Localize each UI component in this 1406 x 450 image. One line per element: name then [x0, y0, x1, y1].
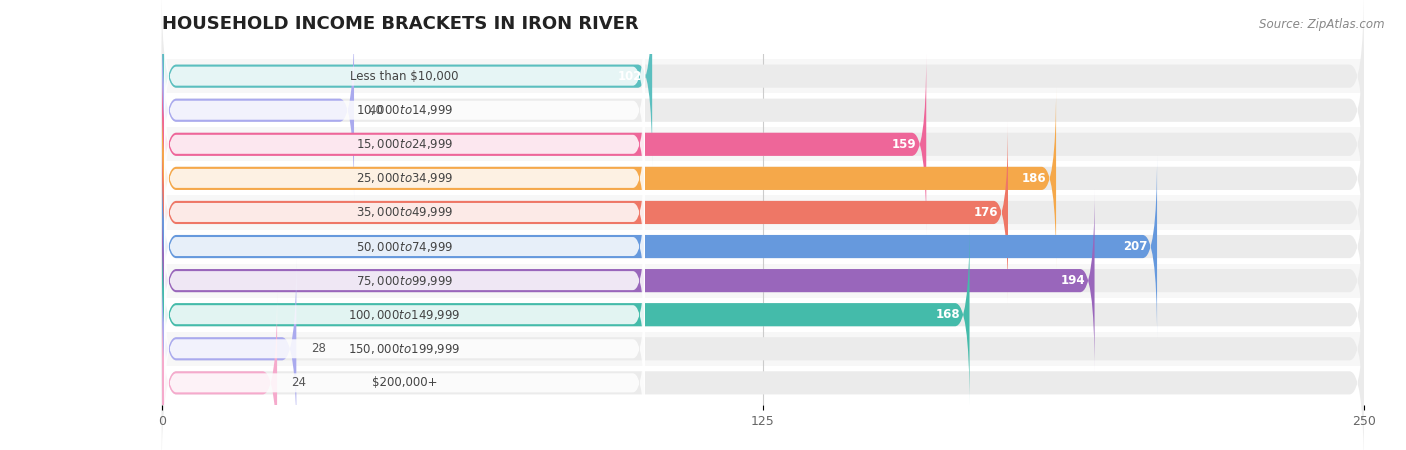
FancyBboxPatch shape	[165, 0, 645, 152]
Text: $35,000 to $49,999: $35,000 to $49,999	[356, 206, 453, 220]
FancyBboxPatch shape	[162, 224, 970, 405]
FancyBboxPatch shape	[162, 88, 1056, 269]
FancyBboxPatch shape	[0, 366, 1364, 400]
Text: 24: 24	[291, 376, 307, 389]
Text: 102: 102	[619, 70, 643, 83]
Text: Less than $10,000: Less than $10,000	[350, 70, 458, 83]
FancyBboxPatch shape	[162, 54, 1364, 235]
FancyBboxPatch shape	[162, 156, 1364, 337]
FancyBboxPatch shape	[165, 137, 645, 288]
FancyBboxPatch shape	[162, 0, 1364, 167]
Text: HOUSEHOLD INCOME BRACKETS IN IRON RIVER: HOUSEHOLD INCOME BRACKETS IN IRON RIVER	[162, 15, 638, 33]
FancyBboxPatch shape	[162, 20, 354, 201]
FancyBboxPatch shape	[162, 156, 1157, 337]
Text: 159: 159	[891, 138, 917, 151]
FancyBboxPatch shape	[162, 54, 927, 235]
Text: 194: 194	[1060, 274, 1085, 287]
Text: $50,000 to $74,999: $50,000 to $74,999	[356, 239, 453, 253]
Text: 176: 176	[974, 206, 998, 219]
FancyBboxPatch shape	[0, 195, 1364, 230]
FancyBboxPatch shape	[162, 0, 652, 167]
Text: 40: 40	[368, 104, 384, 117]
FancyBboxPatch shape	[0, 332, 1364, 366]
FancyBboxPatch shape	[162, 122, 1008, 303]
Text: 207: 207	[1123, 240, 1147, 253]
FancyBboxPatch shape	[162, 258, 297, 439]
FancyBboxPatch shape	[162, 224, 1364, 405]
Text: 168: 168	[935, 308, 960, 321]
FancyBboxPatch shape	[165, 239, 645, 391]
Text: $10,000 to $14,999: $10,000 to $14,999	[356, 103, 453, 117]
Text: $150,000 to $199,999: $150,000 to $199,999	[349, 342, 461, 356]
FancyBboxPatch shape	[165, 205, 645, 356]
FancyBboxPatch shape	[162, 20, 1364, 201]
FancyBboxPatch shape	[162, 122, 1364, 303]
FancyBboxPatch shape	[0, 59, 1364, 93]
FancyBboxPatch shape	[162, 292, 277, 450]
FancyBboxPatch shape	[0, 264, 1364, 297]
FancyBboxPatch shape	[162, 88, 1364, 269]
FancyBboxPatch shape	[162, 190, 1364, 371]
FancyBboxPatch shape	[0, 230, 1364, 264]
FancyBboxPatch shape	[165, 68, 645, 220]
FancyBboxPatch shape	[162, 292, 1364, 450]
FancyBboxPatch shape	[165, 35, 645, 186]
FancyBboxPatch shape	[165, 103, 645, 254]
FancyBboxPatch shape	[165, 273, 645, 424]
Text: $200,000+: $200,000+	[371, 376, 437, 389]
FancyBboxPatch shape	[162, 190, 1094, 371]
FancyBboxPatch shape	[165, 171, 645, 322]
FancyBboxPatch shape	[165, 307, 645, 450]
Text: $15,000 to $24,999: $15,000 to $24,999	[356, 137, 453, 151]
FancyBboxPatch shape	[0, 127, 1364, 162]
Text: Source: ZipAtlas.com: Source: ZipAtlas.com	[1260, 18, 1385, 31]
Text: 28: 28	[311, 342, 326, 355]
Text: $75,000 to $99,999: $75,000 to $99,999	[356, 274, 453, 288]
Text: 186: 186	[1022, 172, 1046, 185]
FancyBboxPatch shape	[0, 297, 1364, 332]
FancyBboxPatch shape	[0, 162, 1364, 195]
Text: $100,000 to $149,999: $100,000 to $149,999	[349, 308, 461, 322]
FancyBboxPatch shape	[0, 93, 1364, 127]
Text: $25,000 to $34,999: $25,000 to $34,999	[356, 171, 453, 185]
FancyBboxPatch shape	[162, 258, 1364, 439]
